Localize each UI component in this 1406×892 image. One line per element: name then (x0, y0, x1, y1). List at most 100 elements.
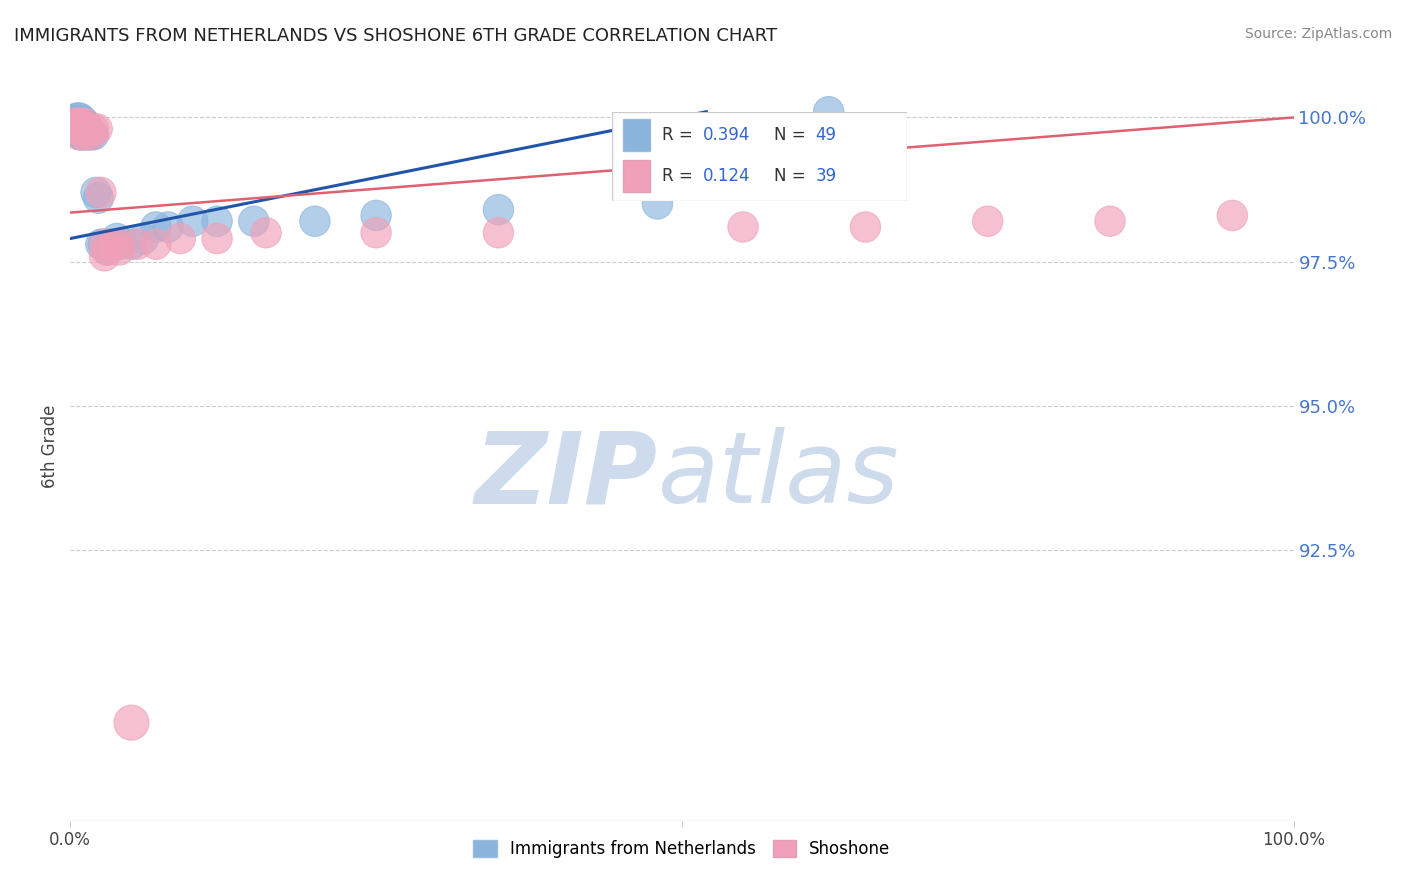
Point (69, 122, 91, 136)
Point (66, 122, 89, 136)
Point (101, 237, 124, 252)
Bar (623, 160, 650, 192)
Point (100, 237, 122, 252)
Point (145, 237, 167, 252)
Point (87, 191, 110, 205)
Point (108, 237, 131, 252)
Point (86, 122, 108, 136)
Text: 39: 39 (815, 167, 837, 185)
Point (855, 219, 877, 234)
Point (63, 113, 86, 128)
Point (93, 249, 115, 263)
Point (127, 237, 149, 252)
Point (488, 226, 510, 240)
Point (84, 186, 107, 200)
Point (254, 226, 277, 240)
Point (108, 237, 131, 252)
Point (976, 214, 998, 228)
Point (69, 128, 91, 142)
Point (366, 226, 388, 240)
Point (77, 122, 100, 136)
Point (83, 122, 105, 136)
Point (70, 116, 93, 130)
Point (73, 116, 96, 130)
Point (80, 128, 103, 142)
Point (91, 237, 114, 252)
Point (366, 209, 388, 223)
Point (1220, 209, 1243, 223)
Point (63, 119, 86, 133)
Point (70, 122, 93, 136)
Point (63, 119, 86, 133)
Point (121, 237, 143, 252)
Point (1099, 214, 1122, 228)
Point (65, 116, 87, 130)
Point (66, 119, 89, 133)
Text: 49: 49 (815, 126, 837, 144)
Text: atlas: atlas (658, 427, 898, 524)
Point (243, 214, 266, 228)
Point (488, 202, 510, 217)
Point (69, 116, 91, 130)
Point (75, 122, 97, 136)
Point (83, 128, 105, 142)
Bar (623, 119, 650, 151)
Text: Source: ZipAtlas.com: Source: ZipAtlas.com (1244, 27, 1392, 41)
Point (66, 122, 89, 136)
Point (66, 113, 89, 128)
Point (90, 186, 112, 200)
Point (72, 119, 94, 133)
Point (65, 116, 87, 130)
Point (69, 116, 91, 130)
Text: N =: N = (775, 167, 811, 185)
Point (77, 122, 100, 136)
Point (169, 231, 191, 245)
Text: IMMIGRANTS FROM NETHERLANDS VS SHOSHONE 6TH GRADE CORRELATION CHART: IMMIGRANTS FROM NETHERLANDS VS SHOSHONE … (14, 27, 778, 45)
Point (817, 104, 839, 119)
Point (304, 214, 326, 228)
Point (90, 237, 112, 252)
Point (67, 116, 90, 130)
Text: R =: R = (662, 167, 697, 185)
Point (67, 113, 90, 128)
Point (69, 122, 91, 136)
Point (73, 128, 96, 142)
Point (67, 128, 90, 142)
Point (70, 122, 93, 136)
Point (80, 128, 103, 142)
Text: ZIP: ZIP (474, 427, 658, 524)
Point (105, 231, 128, 245)
Point (72, 122, 94, 136)
Text: 0.124: 0.124 (703, 167, 751, 185)
Point (132, 231, 155, 245)
Point (205, 231, 228, 245)
Text: 0.394: 0.394 (703, 126, 751, 144)
Point (72, 128, 94, 142)
Point (121, 715, 143, 730)
Legend: Immigrants from Netherlands, Shoshone: Immigrants from Netherlands, Shoshone (467, 833, 897, 864)
Point (181, 214, 204, 228)
Text: R =: R = (662, 126, 697, 144)
Point (76, 128, 98, 142)
Point (73, 122, 96, 136)
Point (647, 197, 669, 211)
Point (70, 128, 93, 142)
Point (96, 243, 118, 257)
Point (93, 237, 115, 252)
Point (73, 128, 96, 142)
Point (67, 122, 90, 136)
Point (73, 116, 96, 130)
Point (96, 243, 118, 257)
Point (63, 116, 86, 130)
Point (67, 116, 90, 130)
Point (65, 122, 87, 136)
Point (65, 122, 87, 136)
Text: N =: N = (775, 126, 811, 144)
Point (157, 219, 180, 234)
Point (66, 116, 89, 130)
Point (733, 219, 755, 234)
Point (75, 122, 97, 136)
Point (145, 219, 167, 234)
Point (108, 243, 131, 257)
Point (65, 113, 87, 128)
